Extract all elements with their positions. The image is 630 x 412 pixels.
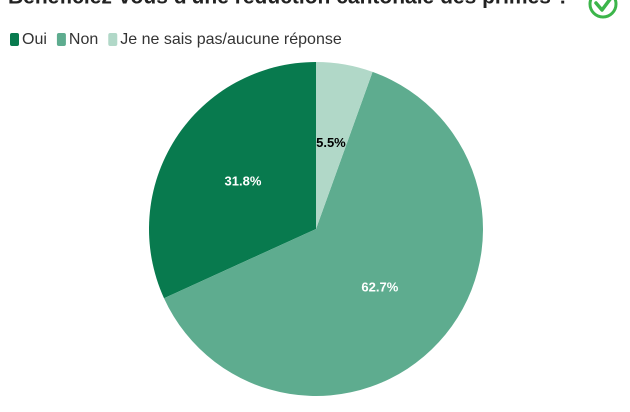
legend-swatch: [10, 33, 19, 46]
pie-slice: [316, 62, 373, 229]
pie-slice: [164, 71, 483, 396]
legend-swatch: [56, 33, 66, 46]
legend-label: Non: [69, 31, 98, 48]
value-label: 31.8%: [225, 173, 262, 188]
legend-label: Oui: [22, 31, 47, 48]
chart-title: Bénéficiez-vous d'une réduction cantonal…: [8, 0, 570, 9]
legend: Oui Non Je ne sais pas/aucune réponse: [10, 31, 342, 48]
legend-label: Je ne sais pas/aucune réponse: [120, 31, 342, 48]
pie: 31.8% 62.7% 5.5%: [149, 62, 483, 396]
legend-swatch: [108, 33, 118, 46]
value-label: 5.5%: [316, 135, 346, 150]
pie-slice: [149, 62, 316, 299]
value-label: 62.7%: [361, 279, 398, 294]
check-icon: [588, 0, 618, 19]
